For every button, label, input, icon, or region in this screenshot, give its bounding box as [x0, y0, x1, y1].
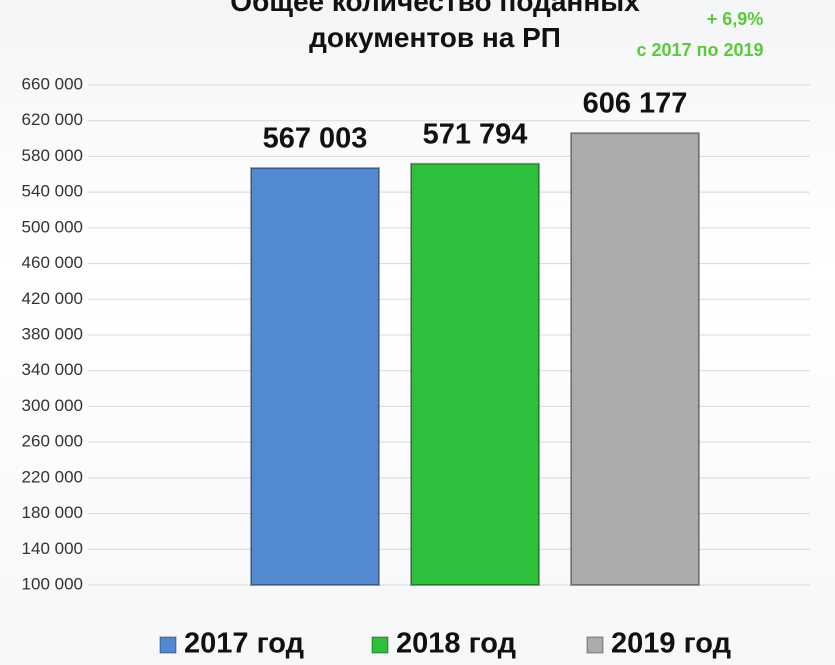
y-tick-label: 580 000 [22, 146, 83, 165]
y-tick-label: 380 000 [22, 324, 83, 343]
annotation: + 6,9% [707, 9, 764, 29]
legend-swatch [159, 636, 177, 654]
y-tick-label: 340 000 [22, 360, 83, 379]
chart-title: Общее количество поданных документов на … [230, 0, 640, 53]
y-tick-label: 540 000 [22, 182, 83, 201]
legend-label: 2019 год [611, 628, 731, 660]
legend-swatch [586, 636, 604, 654]
y-tick-label: 500 000 [22, 217, 83, 236]
y-tick-label: 660 000 [22, 74, 83, 93]
annotation: с 2017 по 2019 [637, 40, 764, 60]
bar [250, 167, 380, 586]
y-tick-label: 620 000 [22, 110, 83, 129]
bar [570, 132, 700, 586]
value-label: 606 177 [583, 88, 688, 120]
y-tick-label: 460 000 [22, 253, 83, 272]
bar [410, 162, 540, 586]
value-label: 571 794 [423, 118, 528, 150]
y-tick-label: 220 000 [22, 467, 83, 486]
legend-label: 2017 год [184, 628, 304, 660]
y-tick-label: 140 000 [22, 539, 83, 558]
y-tick-label: 100 000 [22, 574, 83, 593]
y-tick-label: 260 000 [22, 432, 83, 451]
legend-label: 2018 год [396, 628, 516, 660]
y-tick-label: 180 000 [22, 503, 83, 522]
value-label: 567 003 [263, 123, 368, 155]
y-tick-label: 300 000 [22, 396, 83, 415]
legend-swatch [371, 636, 389, 654]
y-tick-label: 420 000 [22, 289, 83, 308]
